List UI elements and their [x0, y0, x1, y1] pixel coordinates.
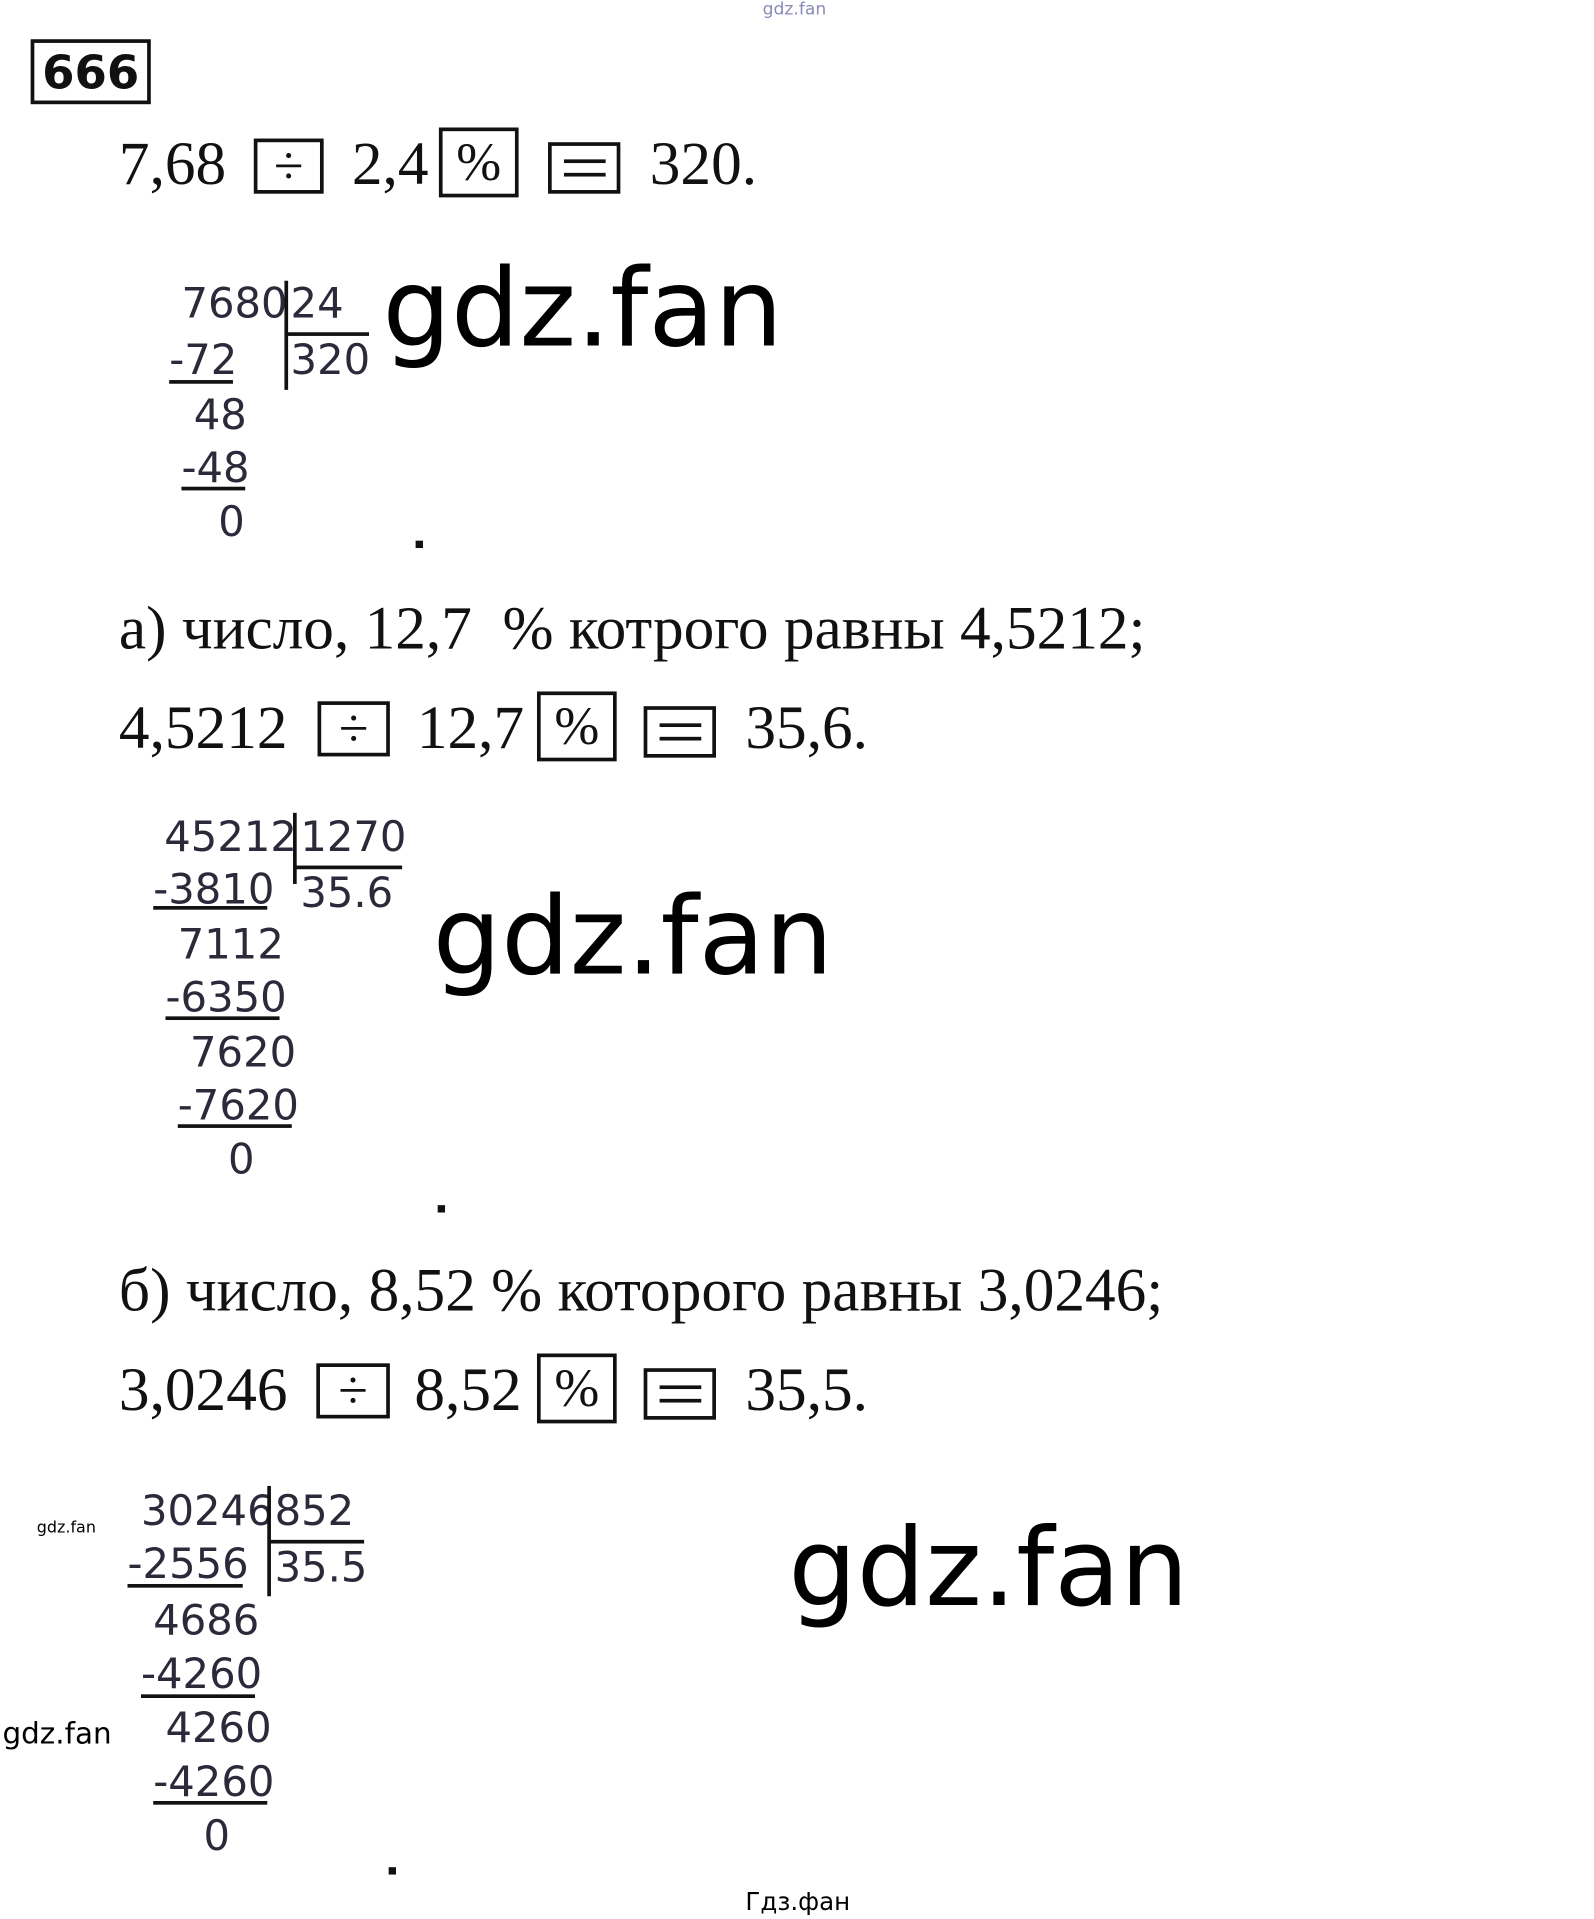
part-b-text: б) число, 8,52 % которого равны 3,0246;	[118, 1255, 1164, 1325]
step: 0	[218, 497, 245, 547]
quotient: 320	[290, 335, 371, 385]
step: -7620	[177, 1081, 299, 1131]
result: 35,6.	[745, 692, 869, 762]
equals-key-icon	[643, 1368, 716, 1420]
dot	[415, 540, 423, 549]
step: -48	[181, 443, 250, 493]
watermark-small: gdz.fan	[2, 1716, 112, 1751]
step: 7620	[190, 1028, 297, 1078]
divisor: 1270	[300, 812, 407, 862]
underline	[153, 906, 268, 910]
problem-number: 666	[30, 39, 151, 105]
step: 7112	[177, 920, 284, 970]
step: -72	[169, 335, 238, 385]
operand-b: 12,7	[416, 692, 525, 762]
step: 0	[228, 1135, 255, 1185]
equals-key-icon	[643, 706, 716, 758]
underline	[169, 380, 233, 384]
watermark-big: gdz.fan	[382, 245, 783, 372]
equals-key-icon	[548, 142, 621, 194]
result: 320.	[649, 128, 758, 198]
result: 35,5.	[745, 1354, 869, 1424]
divide-key-icon: ÷	[253, 138, 324, 194]
divisor-line	[294, 865, 403, 870]
part-a-text: а) число, 12,7 % котрого равны 4,5212;	[118, 593, 1146, 663]
dot	[388, 1867, 396, 1875]
watermark-small: gdz.fan	[36, 1519, 96, 1538]
divisor-line	[285, 332, 370, 336]
underline	[127, 1583, 243, 1588]
division-bar	[293, 812, 297, 884]
operand-a: 3,0246	[118, 1354, 288, 1424]
operand-b: 8,52	[414, 1354, 522, 1424]
divisor: 24	[290, 279, 344, 329]
step: 4686	[153, 1596, 260, 1646]
divide-key-icon: ÷	[317, 701, 390, 757]
divisor-line	[268, 1539, 365, 1544]
quotient: 35.6	[300, 869, 394, 919]
step: 48	[193, 391, 247, 441]
watermark-top: gdz.fan	[762, 0, 827, 20]
underline	[177, 1124, 292, 1128]
operand-a: 7,68	[118, 128, 227, 198]
dividend: 7680	[181, 279, 288, 329]
percent-key-icon: %	[438, 127, 519, 198]
dot	[437, 1205, 446, 1213]
underline	[140, 1694, 256, 1699]
watermark-bottom: Гдз.фан	[745, 1886, 851, 1917]
operand-a: 4,5212	[118, 692, 288, 762]
operand-b: 2,4	[351, 128, 429, 198]
step: 4260	[165, 1704, 272, 1754]
watermark-big: gdz.fan	[788, 1504, 1189, 1631]
dividend: 45212	[164, 812, 297, 862]
step: -4260	[153, 1758, 275, 1808]
step: -4260	[140, 1650, 263, 1700]
underline	[165, 1016, 280, 1021]
step: -3810	[153, 865, 275, 915]
underline	[181, 486, 246, 491]
dividend: 30246	[140, 1487, 274, 1537]
percent-key-icon: %	[536, 1353, 617, 1424]
underline	[153, 1800, 268, 1805]
divide-key-icon: ÷	[316, 1363, 390, 1419]
step: -2556	[127, 1539, 249, 1589]
quotient: 35.5	[274, 1543, 368, 1593]
percent-key-icon: %	[536, 691, 617, 762]
step: -6350	[165, 973, 287, 1023]
step: 0	[203, 1812, 231, 1862]
divisor: 852	[274, 1487, 355, 1537]
watermark-big: gdz.fan	[432, 872, 834, 1000]
